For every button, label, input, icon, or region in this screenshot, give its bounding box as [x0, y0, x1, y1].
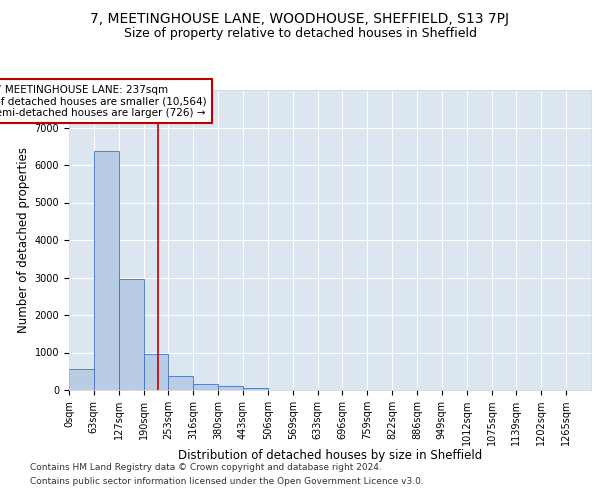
Text: 7, MEETINGHOUSE LANE, WOODHOUSE, SHEFFIELD, S13 7PJ: 7, MEETINGHOUSE LANE, WOODHOUSE, SHEFFIE… — [91, 12, 509, 26]
Bar — [193, 384, 218, 390]
Bar — [243, 388, 268, 390]
Text: Size of property relative to detached houses in Sheffield: Size of property relative to detached ho… — [124, 28, 476, 40]
Bar — [94, 151, 119, 390]
Bar — [218, 386, 243, 390]
Bar — [69, 369, 94, 390]
Bar — [119, 279, 143, 390]
Bar — [169, 376, 193, 390]
X-axis label: Distribution of detached houses by size in Sheffield: Distribution of detached houses by size … — [178, 450, 482, 462]
Text: Contains HM Land Registry data © Crown copyright and database right 2024.: Contains HM Land Registry data © Crown c… — [30, 464, 382, 472]
Bar — [143, 354, 169, 390]
Text: 7 MEETINGHOUSE LANE: 237sqm
← 94% of detached houses are smaller (10,564)
6% of : 7 MEETINGHOUSE LANE: 237sqm ← 94% of det… — [0, 84, 207, 118]
Y-axis label: Number of detached properties: Number of detached properties — [17, 147, 31, 333]
Text: Contains public sector information licensed under the Open Government Licence v3: Contains public sector information licen… — [30, 477, 424, 486]
